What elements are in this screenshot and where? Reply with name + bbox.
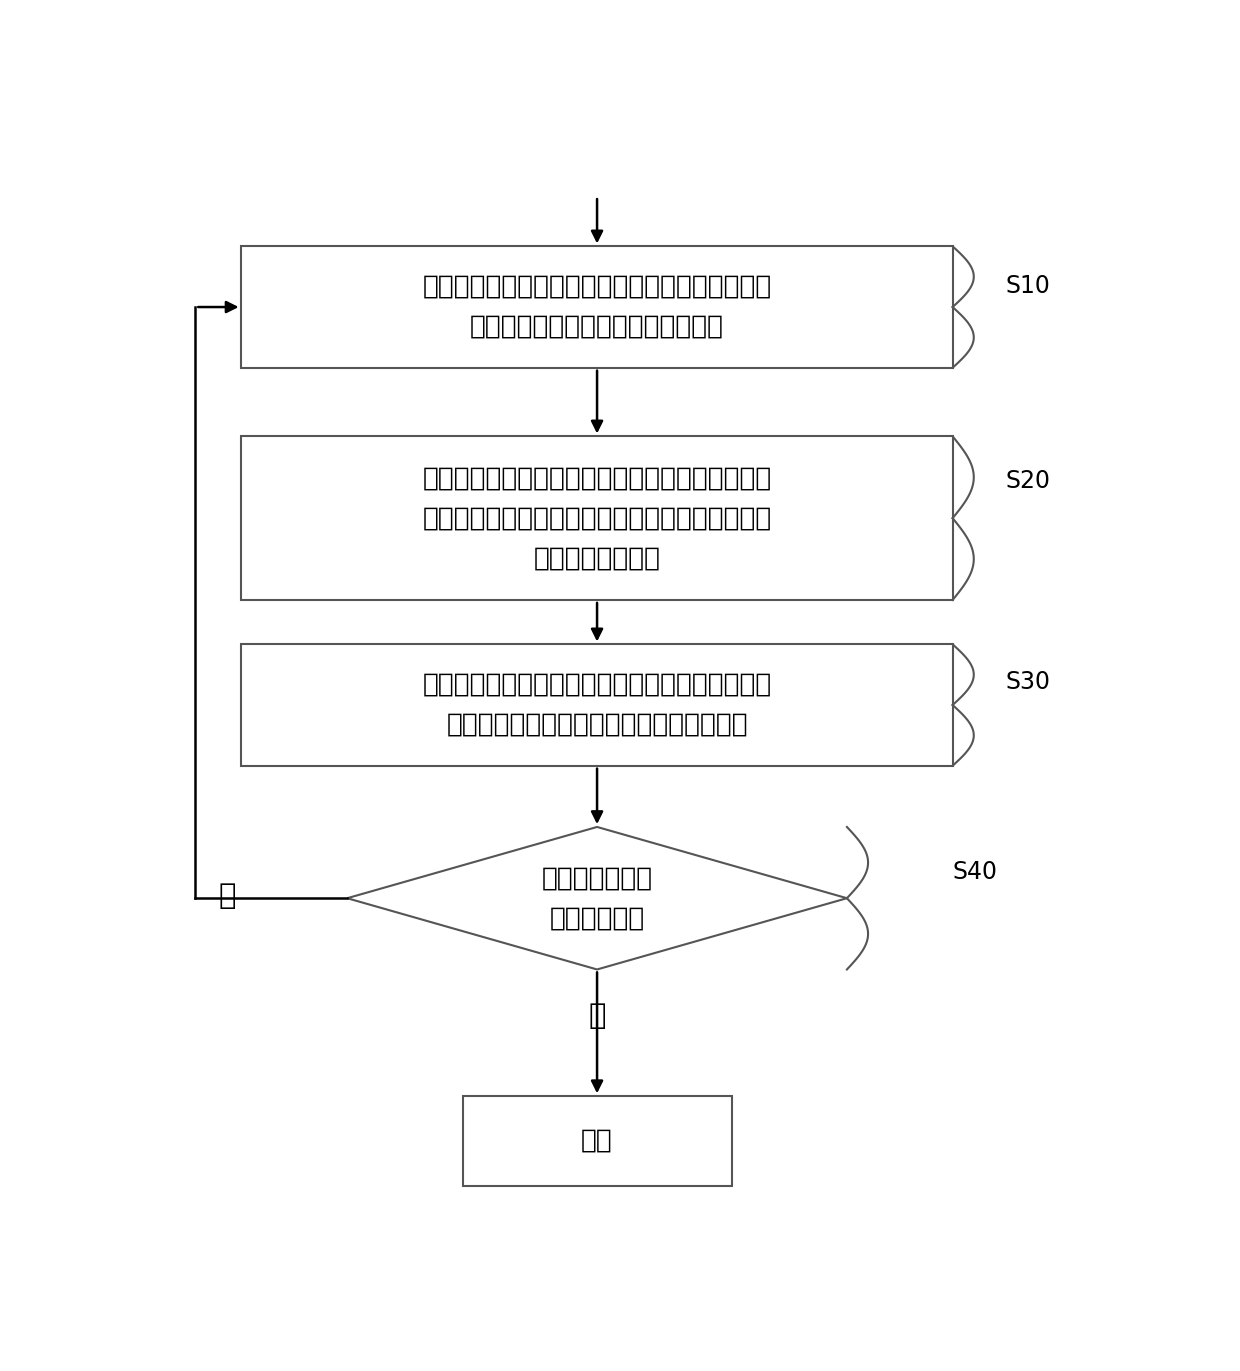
Text: S30: S30 — [1006, 670, 1050, 694]
Text: 接收来自扫描电镜的切片图像数据，并提取当前切
片图像与上一切片图像之间的对应点: 接收来自扫描电镜的切片图像数据，并提取当前切 片图像与上一切片图像之间的对应点 — [423, 274, 771, 340]
Text: S10: S10 — [1006, 274, 1050, 298]
Text: 否: 否 — [218, 882, 236, 910]
FancyBboxPatch shape — [242, 644, 952, 766]
Text: 根据优化后的对应点的位置，对所有已接收图像进
行形变，从而完成对所有已接收图像的配准: 根据优化后的对应点的位置，对所有已接收图像进 行形变，从而完成对所有已接收图像的… — [423, 672, 771, 738]
Text: S40: S40 — [952, 860, 998, 884]
Text: 根据所有已接收到的图像及提取的对应点，对所有
已接收图像上的对应点的位置进行调整，得到优化
后的对应点的位置: 根据所有已接收到的图像及提取的对应点，对所有 已接收图像上的对应点的位置进行调整… — [423, 465, 771, 572]
FancyBboxPatch shape — [463, 1097, 732, 1186]
Text: 已接收完最后一
幅切片图像？: 已接收完最后一 幅切片图像？ — [542, 865, 652, 931]
Text: 是: 是 — [588, 1002, 606, 1031]
FancyBboxPatch shape — [242, 436, 952, 600]
Polygon shape — [347, 827, 847, 969]
Text: 结束: 结束 — [582, 1128, 613, 1154]
Text: S20: S20 — [1006, 469, 1050, 494]
FancyBboxPatch shape — [242, 247, 952, 367]
